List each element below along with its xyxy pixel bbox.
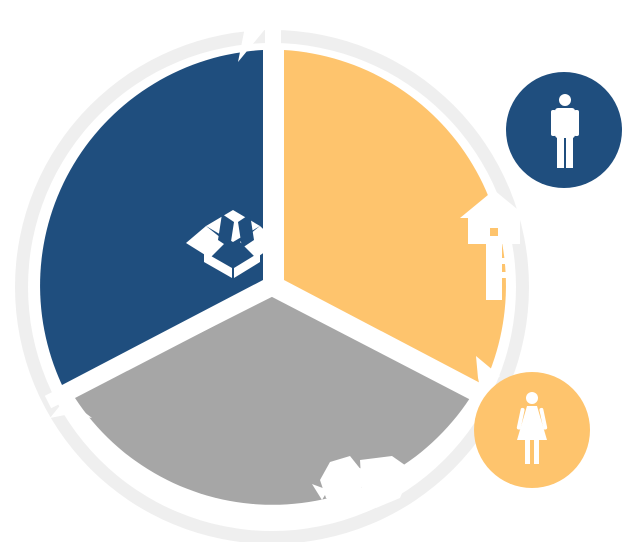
arrow-left-icon bbox=[50, 398, 92, 418]
man-badge bbox=[506, 72, 622, 188]
segment-right bbox=[284, 50, 506, 385]
cycle-arrows bbox=[50, 10, 500, 418]
man-icon bbox=[551, 94, 579, 168]
open-box-icon bbox=[186, 210, 278, 278]
handshake-icon bbox=[312, 456, 422, 510]
woman-badge bbox=[474, 372, 590, 488]
arrow-right-icon bbox=[476, 356, 500, 396]
house-key-icon bbox=[460, 190, 528, 300]
woman-icon bbox=[516, 392, 548, 464]
segment-top-left bbox=[40, 50, 264, 385]
arrow-top-icon bbox=[238, 10, 266, 62]
pie bbox=[40, 10, 506, 505]
